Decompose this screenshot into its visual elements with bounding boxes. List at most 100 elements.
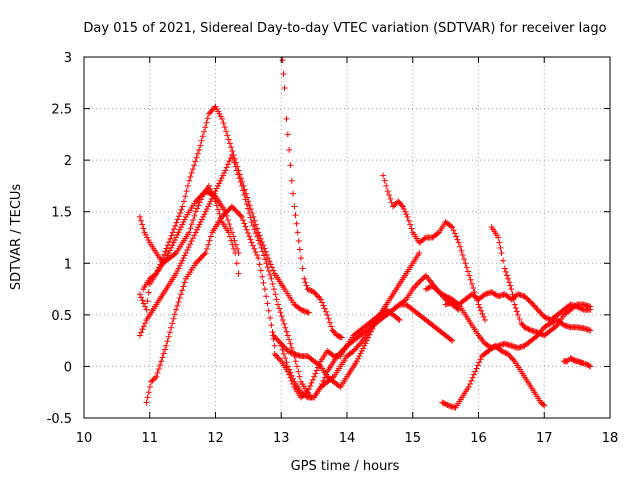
data-point [391, 202, 398, 209]
data-point [233, 167, 240, 174]
x-axis-label: GPS time / hours [291, 459, 400, 474]
data-point [470, 371, 477, 378]
data-point [320, 302, 327, 309]
data-point [506, 352, 513, 359]
data-point [240, 187, 247, 194]
data-point [453, 233, 460, 240]
data-point [195, 224, 202, 231]
data-point [186, 177, 193, 184]
data-point [439, 399, 446, 406]
data-point [250, 213, 257, 220]
data-point [158, 358, 165, 365]
data-point [145, 237, 152, 244]
data-point [235, 249, 242, 256]
data-point [497, 244, 504, 251]
data-point [307, 287, 314, 294]
data-point [462, 260, 469, 267]
data-point [140, 323, 147, 330]
data-point [199, 133, 206, 140]
grid [84, 57, 610, 418]
data-point [312, 370, 319, 377]
data-point [272, 335, 279, 342]
data-point [253, 252, 260, 259]
data-point [367, 328, 374, 335]
data-point [224, 161, 231, 168]
data-point [252, 221, 259, 228]
data-point [194, 226, 201, 233]
data-point [240, 217, 247, 224]
data-point [587, 327, 594, 334]
data-point [144, 234, 151, 241]
data-point [297, 306, 304, 313]
data-point [296, 373, 303, 380]
data-point [300, 307, 307, 314]
data-point [505, 351, 512, 358]
data-point [409, 286, 416, 293]
data-point [457, 243, 464, 250]
data-point [190, 216, 197, 223]
data-point [405, 217, 412, 224]
data-point [480, 313, 487, 320]
data-point [507, 282, 514, 289]
data-point [541, 313, 548, 320]
data-point [208, 107, 215, 114]
x-tick-label: 15 [404, 431, 421, 446]
data-point [226, 140, 233, 147]
data-point [525, 326, 532, 333]
data-point [304, 389, 311, 396]
data-point [207, 109, 214, 116]
data-point [302, 279, 309, 286]
data-point [171, 237, 178, 244]
data-point [139, 297, 146, 304]
series-sat-n [439, 342, 548, 411]
data-point [463, 264, 470, 271]
data-point [275, 355, 282, 362]
data-point [212, 188, 219, 195]
data-point [175, 265, 182, 272]
data-point [479, 310, 486, 317]
data-point [553, 323, 560, 330]
series-sat-e [140, 188, 242, 293]
data-point [277, 309, 284, 316]
data-point [288, 372, 295, 379]
data-point [159, 354, 166, 361]
data-point [413, 281, 420, 288]
data-point [224, 132, 231, 139]
data-point [465, 384, 472, 391]
data-point [247, 236, 254, 243]
data-point [263, 260, 270, 267]
data-point [257, 241, 264, 248]
data-point [530, 302, 537, 309]
data-point [443, 293, 450, 300]
data-point [338, 334, 345, 341]
data-point [216, 210, 223, 217]
data-point [191, 232, 198, 239]
data-point [164, 252, 171, 259]
data-point [308, 379, 315, 386]
data-point [265, 307, 272, 314]
data-point [215, 206, 222, 213]
data-point [173, 306, 180, 313]
data-point [242, 223, 249, 230]
data-point [152, 375, 159, 382]
data-point [226, 158, 233, 165]
data-point [276, 339, 283, 346]
series-sat-m [442, 289, 594, 324]
data-point [441, 400, 448, 407]
data-point [142, 320, 149, 327]
data-point [187, 241, 194, 248]
data-point [180, 283, 187, 290]
data-point [321, 374, 328, 381]
data-point [142, 231, 149, 238]
data-point [274, 336, 281, 343]
data-point [312, 290, 319, 297]
data-point [322, 371, 329, 378]
data-point [283, 359, 290, 366]
data-point [223, 128, 230, 135]
data-point [477, 356, 484, 363]
data-point [278, 342, 285, 349]
data-point [205, 203, 212, 210]
data-point [321, 305, 328, 312]
data-point [542, 314, 549, 321]
data-point [505, 275, 512, 282]
